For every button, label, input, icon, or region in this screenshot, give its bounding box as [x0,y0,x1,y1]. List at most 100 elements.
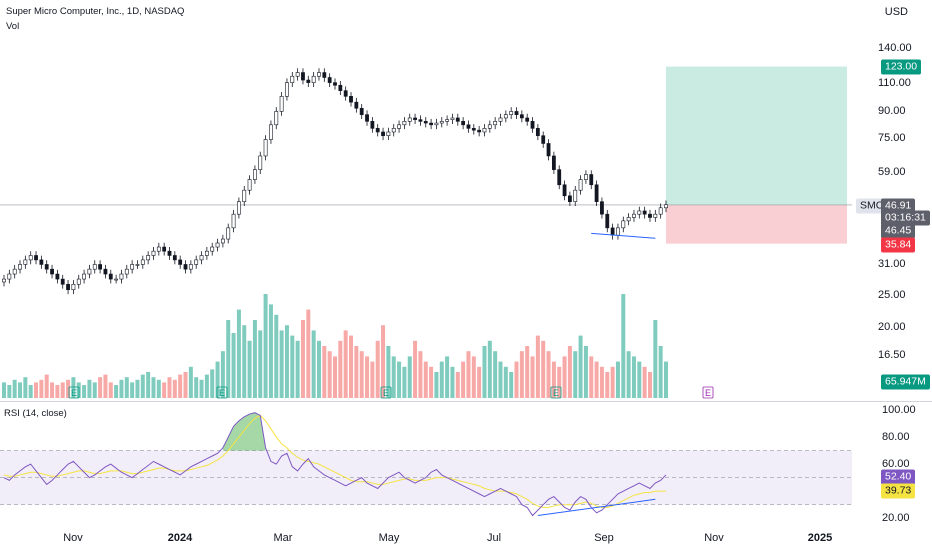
candle-body [92,264,97,270]
candle-body [151,250,156,256]
candle-body [204,250,209,256]
candle-body [482,128,487,133]
candle-body [418,119,423,122]
volume-bar [210,369,215,398]
candle-body [60,278,65,285]
candle-body [621,220,626,229]
candle-body [600,201,604,215]
candle-body [108,273,113,280]
candle-body [167,250,172,256]
candle-body [28,255,33,261]
candle-body [55,273,60,280]
rsi-tick-label: 80.00 [882,431,910,444]
volume-bar [295,340,300,398]
candle-body [172,255,177,261]
volume-bar [445,356,450,398]
volume-bar [220,351,225,398]
candle-body [407,117,412,122]
candle-body [2,278,6,283]
price-tick-label: 16.50 [878,349,906,361]
candle-body [434,122,439,126]
volume-bar [12,379,17,398]
candle-body [311,75,316,83]
target-price-tag: 123.00 [881,59,922,75]
candle-body [589,174,594,186]
candle-body [594,184,599,202]
volume-bar [103,374,108,398]
volume-bar [647,372,652,398]
time-tick-label: Sep [594,532,614,544]
volume-bar [151,377,156,398]
candle-body [354,101,359,109]
candle-body [322,72,327,78]
volume-bar [599,366,604,398]
volume-bar [119,379,124,398]
volume-bar [2,382,6,398]
candle-body [530,121,535,129]
volume-bar [274,314,279,398]
volume-bar [300,320,305,398]
time-tick-label: Jul [486,532,502,544]
target-zone [666,66,847,205]
candle-body [391,128,396,133]
candle-body [541,135,546,144]
candle-body [487,124,492,129]
rsi-tick-label: 20.00 [882,512,910,525]
volume-bar [108,382,113,398]
volume-bar [439,361,444,398]
candle-body [578,179,583,191]
volume-bar [514,361,519,398]
earnings-marker-box [68,386,80,399]
volume-bar [573,351,578,398]
candle-body [573,189,578,202]
volume-bar [658,346,663,398]
candle-body [71,283,76,291]
rsi-divergence-line [537,498,656,517]
candle-body [632,213,636,218]
volume-bar [215,361,220,398]
candle-body [423,121,428,124]
rsi-tick-label: 100.00 [882,404,916,416]
pane-separator[interactable] [0,401,932,402]
volume-indicator-label[interactable]: Vol [6,21,20,32]
volume-bar [66,379,71,398]
volume-bar [551,361,556,398]
volume-bar [146,372,151,398]
time-tick-label: Mar [273,532,293,544]
volume-bar [82,385,87,398]
rsi-title[interactable]: RSI (14, close) [4,408,67,419]
volume-bar [567,346,572,398]
volume-bar [642,366,647,398]
volume-bar [55,385,60,398]
candle-body [274,111,279,126]
volume-bar [519,351,524,398]
rsi-line [3,412,667,517]
candle-body [199,255,204,261]
volume-bar [114,385,119,398]
currency-label[interactable]: USD [884,6,908,18]
volume-bar [44,374,49,398]
volume-bar [455,372,460,398]
candle-body [461,121,466,126]
volume-bar [365,356,370,398]
candle-body [295,72,300,77]
price-tick-label: 20.00 [878,321,906,334]
candle-body [370,121,375,129]
volume-bar [525,346,530,398]
volume-bar [578,335,583,398]
candle-body [616,227,620,236]
price-tick-label: 75.00 [878,131,906,144]
price-tick-label: 59.00 [878,166,906,179]
candle-body [445,119,450,122]
candle-body [450,117,455,120]
volume-bar [87,379,92,398]
volume-bar [28,385,33,398]
candle-body [439,121,444,124]
candle-body [514,111,519,115]
candle-body [626,217,631,222]
candle-body [610,227,615,236]
candle-body [546,143,551,157]
candle-body [338,84,343,91]
candle-body [247,179,252,191]
